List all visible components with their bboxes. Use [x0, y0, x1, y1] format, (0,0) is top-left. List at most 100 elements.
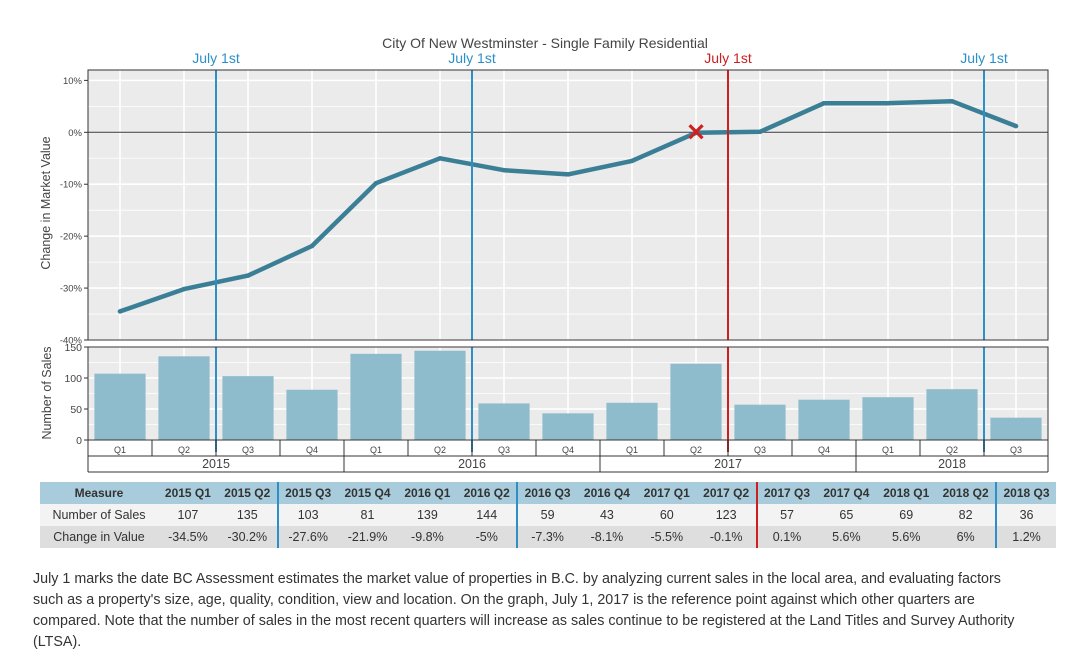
- line-ytick-label: -10%: [60, 180, 83, 191]
- table-cell: 5.6%: [816, 526, 877, 548]
- table-cell: 65: [816, 504, 877, 526]
- table-header-cell: 2015 Q1: [158, 482, 218, 504]
- value-point: [501, 168, 507, 173]
- bar-ytick-label: 100: [64, 373, 82, 385]
- quarter-label: Q1: [370, 445, 382, 455]
- sales-bar: [542, 413, 594, 440]
- table-cell: 144: [457, 504, 518, 526]
- table-row: Number of Sales 107 135 103 81 139 144 59 43 60 12…: [40, 504, 1056, 526]
- table-cell: -5.5%: [636, 526, 697, 548]
- quarter-label: Q2: [690, 445, 702, 455]
- reference-marker-icon: ✕: [686, 119, 706, 146]
- table-header-cell: 2016 Q4: [577, 482, 637, 504]
- quarter-label: Q3: [1010, 445, 1022, 455]
- quarter-label: Q4: [306, 445, 318, 455]
- table-header-cell: 2017 Q3: [755, 482, 817, 504]
- table-header-cell: 2015 Q3: [276, 482, 338, 504]
- table-cell: 139: [397, 504, 458, 526]
- value-point: [565, 172, 571, 177]
- july-markers: July 1st July 1st July 1st July 1st: [192, 50, 1008, 452]
- table-header-cell: 2017 Q1: [636, 482, 697, 504]
- chart-title: City Of New Westminster - Single Family …: [382, 35, 708, 51]
- july-marker-label: July 1st: [960, 50, 1008, 66]
- quarter-label: Q2: [178, 445, 190, 455]
- table-cell: 82: [936, 504, 997, 526]
- sales-bar: [798, 399, 850, 440]
- table-cell: 135: [217, 504, 278, 526]
- table-cell: -34.5%: [158, 526, 218, 548]
- year-label: 2018: [938, 457, 966, 471]
- quarter-label: Q1: [882, 445, 894, 455]
- sales-bar: [414, 350, 466, 440]
- value-point: [245, 273, 251, 278]
- sales-bar: [606, 402, 658, 440]
- sales-bar: [94, 373, 146, 440]
- value-point: [693, 130, 699, 136]
- table-cell: -8.1%: [577, 526, 637, 548]
- value-point: [117, 309, 123, 314]
- year-label: 2017: [714, 457, 742, 471]
- value-point: [309, 243, 315, 249]
- sales-bar: [350, 353, 402, 440]
- value-point: [629, 158, 635, 164]
- table-header-cell: 2018 Q2: [936, 482, 997, 504]
- table-header-row: Measure 2015 Q1 2015 Q2 2015 Q3 2015 Q4 2016…: [40, 482, 1056, 504]
- table-cell: 59: [516, 504, 578, 526]
- year-label: 2016: [458, 457, 486, 471]
- table-cell: 5.6%: [876, 526, 937, 548]
- table-cell: -30.2%: [217, 526, 278, 548]
- table-cell: 123: [696, 504, 757, 526]
- quarter-label: Q3: [754, 445, 766, 455]
- market-chart: City Of New Westminster - Single Family …: [39, 35, 1049, 473]
- july-marker-label: July 1st: [448, 50, 496, 66]
- quarter-label: Q2: [434, 445, 446, 455]
- axes: 10% 0% -10% -20% -30% -40%150 100 50 0 Q1 Q2 Q3 Q4 Q1…: [60, 69, 1049, 473]
- table-cell: 6%: [936, 526, 997, 548]
- table-row-label: Change in Value: [40, 526, 158, 548]
- table-header-cell: 2018 Q3: [995, 482, 1056, 504]
- table-row-label: Number of Sales: [40, 504, 158, 526]
- line-ytick-label: -20%: [60, 232, 83, 243]
- table-cell: 69: [876, 504, 937, 526]
- quarter-label: Q1: [626, 445, 638, 455]
- july-marker-label: July 1st: [192, 50, 240, 66]
- table-header-cell: 2017 Q2: [696, 482, 757, 504]
- table-cell: -5%: [457, 526, 518, 548]
- bar-panel-border: [87, 346, 1049, 441]
- table-cell: 107: [158, 504, 218, 526]
- line-ytick-label: -30%: [60, 284, 83, 295]
- table-cell: -9.8%: [397, 526, 458, 548]
- value-point: [373, 180, 379, 186]
- table-cell: -0.1%: [696, 526, 757, 548]
- table-header-cell: 2016 Q2: [457, 482, 518, 504]
- bar-ytick-label: 50: [70, 404, 82, 416]
- table-cell: -7.3%: [516, 526, 578, 548]
- table-header-cell: 2017 Q4: [816, 482, 877, 504]
- table-cell: 103: [276, 504, 338, 526]
- table-header-cell: 2016 Q3: [516, 482, 578, 504]
- data-table: Measure 2015 Q1 2015 Q2 2015 Q3 2015 Q4 2016…: [40, 482, 1056, 548]
- sales-bar: [990, 417, 1042, 440]
- table-cell: 81: [337, 504, 398, 526]
- table-cell: 1.2%: [995, 526, 1056, 548]
- description-text: July 1 marks the date BC Assessment esti…: [33, 571, 1015, 650]
- line-ytick-label: 10%: [63, 76, 83, 87]
- year-label: 2015: [202, 457, 230, 471]
- table-row: Change in Value -34.5% -30.2% -27.6% -21.9% -…: [40, 526, 1056, 548]
- table-header-cell: 2015 Q2: [217, 482, 278, 504]
- sales-bar: [862, 397, 914, 440]
- table-body: Number of Sales 107 135 103 81 139 144 59 43 60 12…: [40, 504, 1056, 548]
- quarter-label: Q4: [562, 445, 574, 455]
- table-header-cell: 2018 Q1: [876, 482, 937, 504]
- line-ytick-label: 0%: [68, 128, 82, 139]
- july-marker-label: July 1st: [704, 50, 752, 66]
- table-cell: 60: [636, 504, 697, 526]
- sales-bar: [222, 376, 274, 440]
- sales-bar: [926, 389, 978, 440]
- quarter-label: Q3: [498, 445, 510, 455]
- quarter-label: Q4: [818, 445, 830, 455]
- table-header-cell: 2016 Q1: [397, 482, 458, 504]
- table-cell: -21.9%: [337, 526, 398, 548]
- value-point: [181, 286, 187, 292]
- value-point: [1013, 123, 1019, 129]
